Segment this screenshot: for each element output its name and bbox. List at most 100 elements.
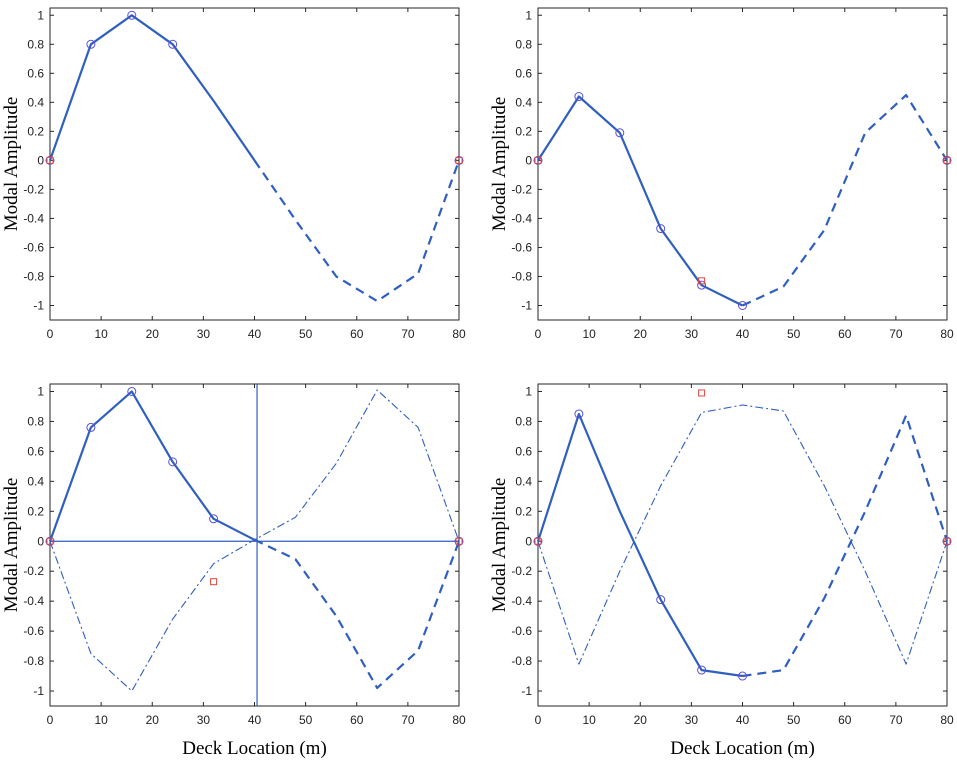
y-tick-label: -0.8 (511, 654, 532, 668)
series-line-dashed (742, 93, 948, 307)
y-tick-label: 0 (37, 153, 44, 167)
circle-marker (86, 39, 96, 49)
square-marker (46, 537, 54, 545)
y-tick-label: -1 (33, 298, 44, 312)
x-tick-label: 80 (940, 713, 954, 727)
square-marker (534, 537, 542, 545)
y-tick-label: 0.8 (27, 414, 44, 428)
y-tick-label: 0.2 (515, 124, 532, 138)
series-line-dashed (254, 538, 461, 690)
circle-marker (168, 457, 178, 467)
axes-box (49, 383, 460, 707)
y-tick-label: -0.4 (511, 211, 532, 225)
circle-marker (574, 409, 584, 419)
x-tick-label: 60 (350, 713, 364, 727)
circle-marker (454, 155, 464, 165)
circle-marker (574, 92, 584, 102)
y-tick-label: 0.2 (27, 124, 44, 138)
circle-marker (942, 155, 952, 165)
circle-marker (127, 386, 137, 396)
series-line-solid (48, 390, 256, 542)
panel-top-right: 0 10 20 30 40 50 60 70 80 1 0.8 0.6 0.4 0.2 0 -0.2 -0.4 -… (489, 7, 954, 341)
x-tick-label: 20 (146, 327, 160, 341)
y-tick-label: 0 (525, 534, 532, 548)
circle-marker (738, 300, 747, 310)
y-tick-label: 0.2 (515, 504, 532, 518)
y-tick-label: 0.2 (27, 504, 44, 518)
series-line-dashdot (49, 389, 460, 692)
x-tick-label: 30 (685, 327, 699, 341)
x-tick-label: 60 (350, 327, 364, 341)
y-tick-label: -0.6 (511, 240, 532, 254)
square-marker (534, 156, 542, 164)
panel-top-left: 0 10 20 30 40 50 60 70 80 1 0.8 0.6 0.4 0.2 0 -0.2 -0.4 -… (1, 7, 466, 341)
y-tick-label: -0.6 (23, 624, 44, 638)
square-marker (455, 537, 463, 545)
circle-marker (942, 536, 952, 546)
x-tick-label: 70 (889, 327, 903, 341)
circle-marker (697, 280, 707, 290)
x-tick-label: 80 (940, 327, 954, 341)
circle-marker (86, 422, 96, 432)
x-tick-label: 20 (634, 713, 648, 727)
x-tick-label: 50 (787, 327, 801, 341)
y-tick-label: -0.4 (511, 594, 532, 608)
circle-marker (738, 671, 747, 681)
y-tick-label: -0.2 (511, 182, 532, 196)
circle-marker (45, 536, 55, 546)
y-tick-label: -0.2 (23, 182, 44, 196)
x-tick-label: 0 (47, 327, 54, 341)
y-tick-label: 0.6 (27, 444, 44, 458)
square-marker (455, 156, 463, 164)
x-tick-label: 30 (197, 713, 211, 727)
circle-marker (656, 224, 666, 234)
circle-marker (697, 665, 707, 675)
panel-bottom-right: 0 10 20 30 40 50 60 70 80 1 0.8 0.6 0.4 0.2 0 -0.2 -0.4 -… (489, 383, 954, 759)
x-tick-label: 40 (248, 327, 262, 341)
y-tick-label: 0.6 (515, 444, 532, 458)
series-line-dashed (253, 159, 461, 303)
series-line-solid (48, 14, 256, 162)
circle-marker (45, 155, 55, 165)
y-tick-label: -0.8 (511, 269, 532, 283)
y-tick-label: 0.8 (27, 37, 44, 51)
axes-box (49, 7, 460, 321)
square-marker (210, 578, 218, 586)
x-tick-label: 10 (94, 327, 108, 341)
y-tick-label: -1 (521, 684, 532, 698)
circle-marker (656, 595, 666, 605)
x-tick-label: 0 (535, 327, 542, 341)
series-line-dashdot (537, 404, 948, 665)
y-axis-label: Modal Amplitude (489, 97, 510, 232)
x-tick-label: 10 (582, 327, 596, 341)
x-axis-label: Deck Location (m) (182, 738, 327, 759)
x-tick-label: 30 (685, 713, 699, 727)
y-tick-label: -0.4 (23, 211, 44, 225)
x-tick-label: 0 (47, 713, 54, 727)
y-tick-label: -0.6 (23, 240, 44, 254)
circle-marker (209, 514, 219, 524)
axes-box (537, 7, 948, 321)
x-tick-label: 80 (452, 327, 466, 341)
square-marker (698, 277, 706, 285)
y-tick-label: 1 (37, 384, 44, 398)
x-tick-label: 70 (889, 713, 903, 727)
x-tick-label: 60 (838, 327, 852, 341)
x-tick-label: 40 (736, 713, 750, 727)
circle-marker (127, 10, 137, 20)
y-tick-label: 0.4 (515, 474, 532, 488)
x-axis-label: Deck Location (m) (670, 738, 815, 759)
y-tick-label: -0.2 (511, 564, 532, 578)
x-tick-label: 50 (299, 713, 313, 727)
x-tick-label: 10 (582, 713, 596, 727)
circle-marker (615, 128, 625, 138)
y-tick-label: 0.6 (27, 66, 44, 80)
square-marker (943, 537, 951, 545)
y-tick-label: -1 (33, 684, 44, 698)
y-tick-label: -0.2 (23, 564, 44, 578)
series-line-solid (536, 412, 743, 678)
y-tick-label: -0.6 (511, 624, 532, 638)
y-axis-label: Modal Amplitude (489, 478, 510, 613)
circle-marker (454, 536, 464, 546)
